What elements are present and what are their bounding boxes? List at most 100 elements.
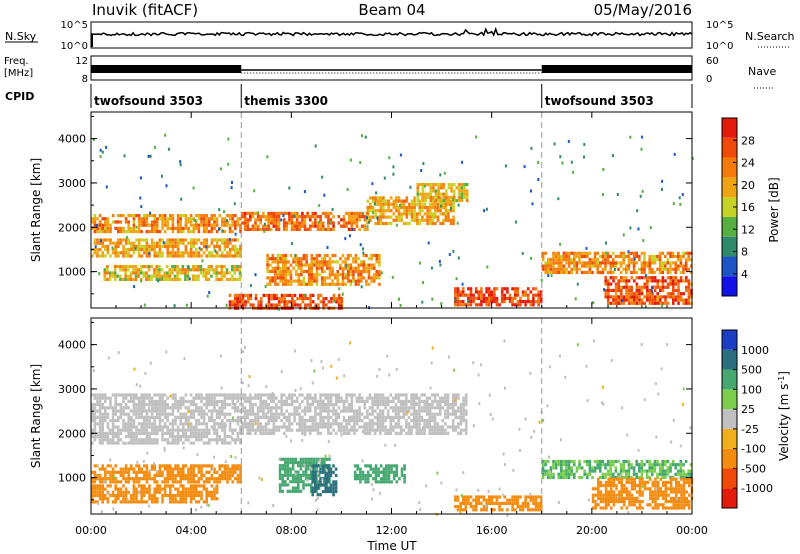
echo-cell	[98, 230, 102, 234]
echo-cell	[267, 431, 270, 435]
echo-cell	[402, 221, 406, 226]
echo-cell	[428, 396, 432, 400]
echo-cell	[91, 497, 94, 501]
echo-cell	[664, 301, 667, 305]
echo-cell	[197, 470, 201, 474]
echo-cell	[109, 480, 112, 484]
echo-cell	[292, 260, 295, 264]
echo-cell	[249, 403, 252, 407]
echo-cell	[140, 254, 143, 258]
echo-cell	[153, 464, 156, 468]
echo-cell	[161, 480, 164, 484]
echo-cell	[382, 221, 385, 226]
echo-cell	[114, 493, 117, 498]
echo-cell	[472, 293, 475, 297]
echo-cell	[161, 399, 164, 403]
echo-cell	[605, 241, 607, 245]
echo-cell	[307, 263, 311, 267]
echo-cell	[96, 473, 99, 478]
echo-cell	[487, 300, 491, 304]
echo-cell	[666, 270, 670, 275]
echo-cell	[174, 467, 177, 471]
echo-cell	[169, 406, 172, 410]
echo-cell	[283, 300, 286, 304]
echo-cell	[96, 435, 99, 439]
echo-cell	[208, 441, 211, 445]
echo-cell	[288, 412, 291, 416]
echo-cell	[192, 238, 195, 242]
echo-cell	[392, 202, 396, 206]
echo-cell	[208, 409, 211, 413]
echo-cell	[319, 293, 323, 297]
echo-cell	[187, 406, 190, 410]
echo-cell	[140, 412, 143, 416]
echo-cell	[268, 279, 272, 283]
echo-cell	[241, 403, 244, 407]
echo-cell	[125, 236, 128, 239]
echo-cell	[326, 260, 329, 264]
echo-cell	[145, 425, 149, 429]
echo-cell	[215, 217, 219, 221]
echo-cell	[487, 293, 491, 297]
echo-cell	[290, 224, 294, 228]
echo-cell	[156, 484, 159, 488]
echo-cell	[145, 217, 149, 221]
echo-cell	[101, 484, 104, 488]
echo-cell	[405, 215, 409, 219]
echo-cell	[464, 409, 468, 413]
echo-cell	[341, 260, 345, 264]
echo-cell	[364, 473, 367, 478]
echo-cell	[140, 217, 143, 221]
echo-cell	[630, 301, 633, 305]
echo-cell	[145, 490, 149, 494]
echo-cell	[298, 293, 302, 297]
freq-trace	[91, 34, 692, 74]
echo-cell	[197, 406, 201, 410]
echo-cell	[421, 189, 425, 193]
echo-cell	[627, 295, 631, 299]
echo-cell	[231, 303, 234, 307]
echo-cell	[257, 300, 260, 304]
echo-cell	[246, 224, 249, 228]
echo-cell	[402, 428, 406, 432]
echo-cell	[454, 293, 457, 297]
echo-cell	[658, 270, 662, 275]
echo-cell	[156, 254, 159, 258]
echo-cell	[516, 290, 520, 294]
echo-cell	[462, 412, 465, 416]
echo-cell	[171, 223, 175, 227]
echo-cell	[480, 495, 483, 499]
echo-cell	[200, 223, 203, 227]
echo-cell	[189, 464, 193, 468]
echo-cell	[504, 164, 507, 168]
echo-cell	[215, 238, 219, 242]
echo-cell	[184, 419, 188, 423]
echo-cell	[303, 215, 307, 219]
echo-cell	[96, 484, 99, 488]
echo-cell	[601, 251, 605, 255]
echo-cell	[392, 406, 395, 410]
echo-cell	[132, 477, 136, 481]
echo-cell	[109, 396, 112, 400]
echo-cell	[302, 279, 306, 283]
echo-cell	[493, 296, 496, 300]
echo-cell	[124, 497, 128, 501]
echo-cell	[627, 258, 631, 262]
echo-cell	[464, 399, 468, 403]
echo-cell	[241, 431, 244, 435]
echo-cell	[397, 419, 400, 423]
echo-cell	[365, 266, 368, 270]
echo-cell	[461, 293, 465, 297]
echo-cell	[148, 254, 151, 258]
echo-cell	[264, 415, 268, 419]
echo-cell	[284, 273, 288, 277]
echo-cell	[425, 425, 429, 429]
echo-cell	[410, 393, 413, 397]
echo-cell	[565, 258, 568, 262]
echo-cell	[326, 276, 329, 280]
echo-cell	[324, 425, 328, 429]
echo-cell	[387, 199, 390, 203]
echo-cell	[195, 464, 198, 468]
echo-cell	[161, 500, 164, 504]
echo-cell	[346, 253, 350, 258]
